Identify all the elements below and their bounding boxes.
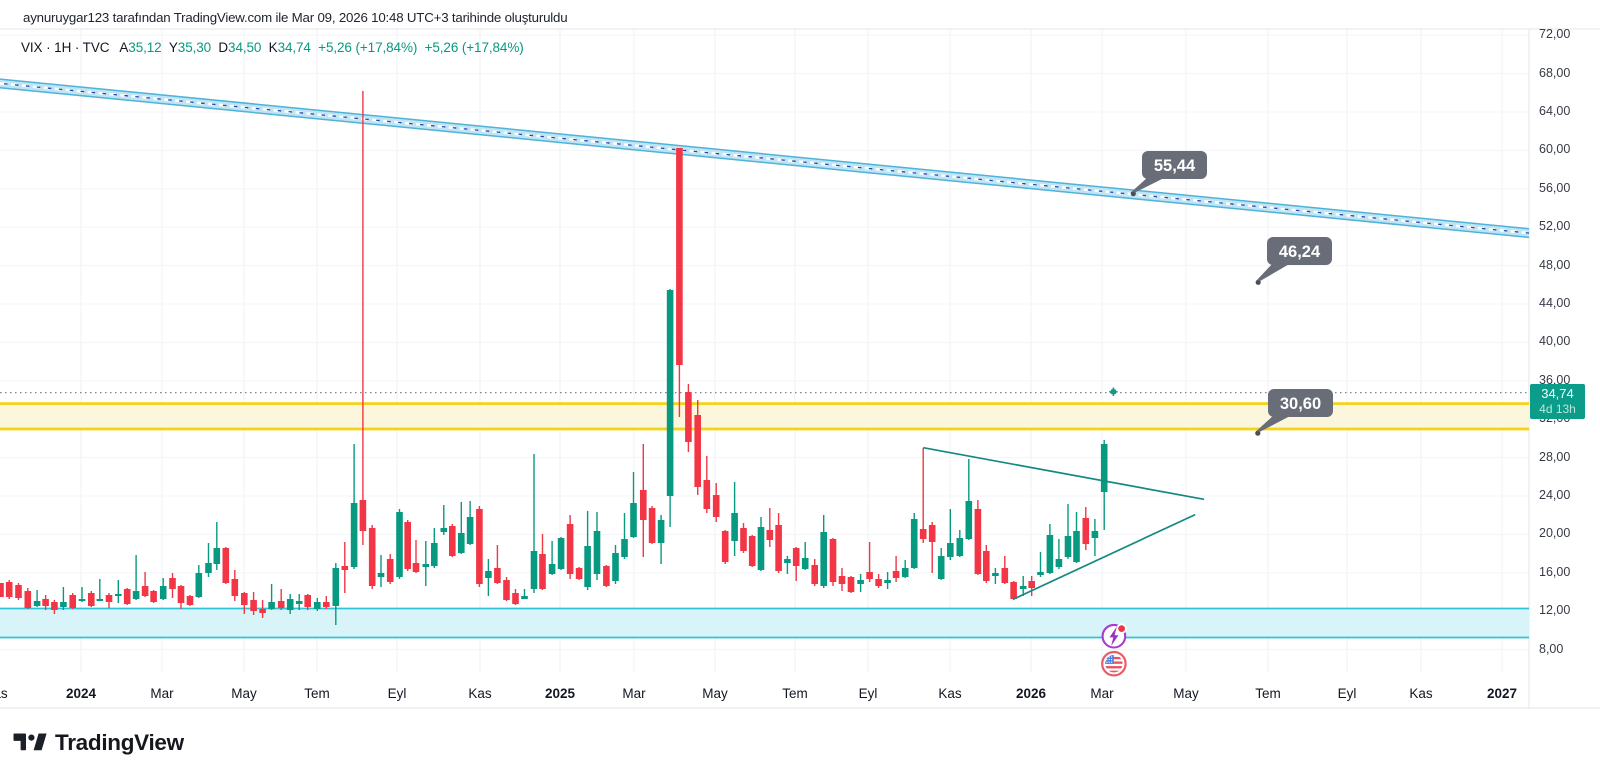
svg-text:55,44: 55,44 bbox=[1154, 157, 1196, 175]
svg-text:30,60: 30,60 bbox=[1280, 395, 1321, 413]
svg-text:46,24: 46,24 bbox=[1279, 243, 1321, 261]
